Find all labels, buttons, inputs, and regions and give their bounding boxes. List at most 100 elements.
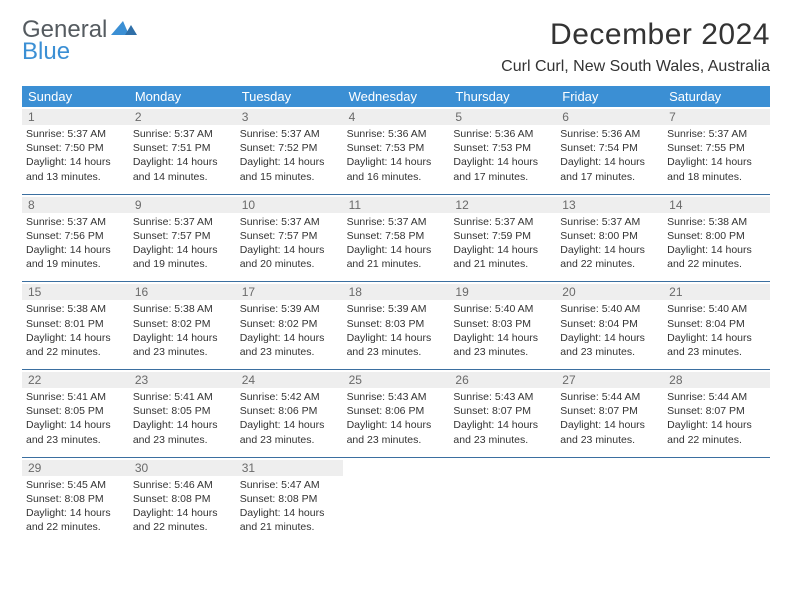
day-number: 2 xyxy=(135,110,230,124)
day-cell: 5 Sunrise: 5:36 AMSunset: 7:53 PMDaylight… xyxy=(449,107,556,194)
daynum-row: 6 xyxy=(556,109,663,125)
daynum-row: 13 xyxy=(556,197,663,213)
day-number: 25 xyxy=(349,373,444,387)
day-cell: 30 Sunrise: 5:46 AMSunset: 8:08 PMDayligh… xyxy=(129,458,236,545)
daynum-row: 12 xyxy=(449,197,556,213)
daynum-row: 31 xyxy=(236,460,343,476)
day-cell: 23Sunrise: 5:41 AMSunset: 8:05 PMDayligh… xyxy=(129,370,236,457)
day-number: 12 xyxy=(455,198,550,212)
day-cell: 16Sunrise: 5:38 AMSunset: 8:02 PMDayligh… xyxy=(129,282,236,369)
month-title: December 2024 xyxy=(501,18,770,52)
daynum-row: 5 xyxy=(449,109,556,125)
logo: General Blue xyxy=(22,18,137,64)
daynum-row: 30 xyxy=(129,460,236,476)
daynum-row: 11 xyxy=(343,197,450,213)
day-cell: 31Sunrise: 5:47 AMSunset: 8:08 PMDayligh… xyxy=(236,458,343,545)
daynum-row: 20 xyxy=(556,284,663,300)
title-block: December 2024 Curl Curl, New South Wales… xyxy=(501,18,770,76)
day-number: 18 xyxy=(349,285,444,299)
day-number: 11 xyxy=(349,198,444,212)
dow-label: Friday xyxy=(556,86,663,107)
week-row: 29Sunrise: 5:45 AMSunset: 8:08 PMDayligh… xyxy=(22,458,770,545)
day-info: Sunrise: 5:36 AMSunset: 7:53 PMDaylight:… xyxy=(453,127,552,184)
day-cell: 11 Sunrise: 5:37 AMSunset: 7:58 PMDayligh… xyxy=(343,195,450,282)
day-info: Sunrise: 5:37 AMSunset: 7:50 PMDaylight:… xyxy=(26,127,125,184)
day-info: Sunrise: 5:36 AMSunset: 7:54 PMDaylight:… xyxy=(560,127,659,184)
daynum-row: 8 xyxy=(22,197,129,213)
calendar: SundayMondayTuesdayWednesdayThursdayFrid… xyxy=(22,86,770,544)
day-number: 9 xyxy=(135,198,230,212)
daynum-row: 2 xyxy=(129,109,236,125)
weeks-container: 1 Sunrise: 5:37 AMSunset: 7:50 PMDaylight… xyxy=(22,107,770,544)
day-cell: 20Sunrise: 5:40 AMSunset: 8:04 PMDayligh… xyxy=(556,282,663,369)
week-row: 22 Sunrise: 5:41 AMSunset: 8:05 PMDayligh… xyxy=(22,370,770,458)
day-info: Sunrise: 5:46 AMSunset: 8:08 PMDaylight:… xyxy=(133,478,232,535)
day-info: Sunrise: 5:39 AMSunset: 8:02 PMDaylight:… xyxy=(240,302,339,359)
dow-label: Wednesday xyxy=(343,86,450,107)
week-row: 1 Sunrise: 5:37 AMSunset: 7:50 PMDaylight… xyxy=(22,107,770,195)
day-cell: 10 Sunrise: 5:37 AMSunset: 7:57 PMDayligh… xyxy=(236,195,343,282)
day-info: Sunrise: 5:41 AMSunset: 8:05 PMDaylight:… xyxy=(26,390,125,447)
day-cell xyxy=(556,458,663,545)
daynum-row: 4 xyxy=(343,109,450,125)
day-info: Sunrise: 5:37 AMSunset: 7:52 PMDaylight:… xyxy=(240,127,339,184)
logo-text-bottom: Blue xyxy=(22,40,137,64)
daynum-row: 19 xyxy=(449,284,556,300)
day-info: Sunrise: 5:37 AMSunset: 7:57 PMDaylight:… xyxy=(133,215,232,272)
day-number: 24 xyxy=(242,373,337,387)
dow-label: Sunday xyxy=(22,86,129,107)
day-cell: 22 Sunrise: 5:41 AMSunset: 8:05 PMDayligh… xyxy=(22,370,129,457)
day-info: Sunrise: 5:45 AMSunset: 8:08 PMDaylight:… xyxy=(26,478,125,535)
day-number: 17 xyxy=(242,285,337,299)
daynum-row: 15 xyxy=(22,284,129,300)
daynum-row: 1 xyxy=(22,109,129,125)
day-cell: 21Sunrise: 5:40 AMSunset: 8:04 PMDayligh… xyxy=(663,282,770,369)
day-cell: 4 Sunrise: 5:36 AMSunset: 7:53 PMDaylight… xyxy=(343,107,450,194)
day-number: 27 xyxy=(562,373,657,387)
day-info: Sunrise: 5:40 AMSunset: 8:03 PMDaylight:… xyxy=(453,302,552,359)
day-cell: 19 Sunrise: 5:40 AMSunset: 8:03 PMDayligh… xyxy=(449,282,556,369)
day-number: 26 xyxy=(455,373,550,387)
day-cell: 26Sunrise: 5:43 AMSunset: 8:07 PMDayligh… xyxy=(449,370,556,457)
dow-row: SundayMondayTuesdayWednesdayThursdayFrid… xyxy=(22,86,770,107)
daynum-row: 17 xyxy=(236,284,343,300)
week-row: 15Sunrise: 5:38 AMSunset: 8:01 PMDayligh… xyxy=(22,282,770,370)
day-cell: 24Sunrise: 5:42 AMSunset: 8:06 PMDayligh… xyxy=(236,370,343,457)
day-info: Sunrise: 5:43 AMSunset: 8:06 PMDaylight:… xyxy=(347,390,446,447)
day-cell: 2Sunrise: 5:37 AMSunset: 7:51 PMDaylight… xyxy=(129,107,236,194)
day-info: Sunrise: 5:37 AMSunset: 7:59 PMDaylight:… xyxy=(453,215,552,272)
daynum-row: 10 xyxy=(236,197,343,213)
day-number: 28 xyxy=(669,373,764,387)
daynum-row: 18 xyxy=(343,284,450,300)
dow-label: Tuesday xyxy=(236,86,343,107)
day-info: Sunrise: 5:36 AMSunset: 7:53 PMDaylight:… xyxy=(347,127,446,184)
day-info: Sunrise: 5:38 AMSunset: 8:00 PMDaylight:… xyxy=(667,215,766,272)
daynum-row: 14 xyxy=(663,197,770,213)
day-cell: 29Sunrise: 5:45 AMSunset: 8:08 PMDayligh… xyxy=(22,458,129,545)
day-cell xyxy=(663,458,770,545)
day-cell: 25 Sunrise: 5:43 AMSunset: 8:06 PMDayligh… xyxy=(343,370,450,457)
daynum-row: 21 xyxy=(663,284,770,300)
day-number: 1 xyxy=(28,110,123,124)
day-cell: 9 Sunrise: 5:37 AMSunset: 7:57 PMDaylight… xyxy=(129,195,236,282)
day-cell: 13Sunrise: 5:37 AMSunset: 8:00 PMDayligh… xyxy=(556,195,663,282)
day-number: 8 xyxy=(28,198,123,212)
day-info: Sunrise: 5:37 AMSunset: 7:58 PMDaylight:… xyxy=(347,215,446,272)
day-info: Sunrise: 5:37 AMSunset: 7:57 PMDaylight:… xyxy=(240,215,339,272)
day-number: 10 xyxy=(242,198,337,212)
day-info: Sunrise: 5:41 AMSunset: 8:05 PMDaylight:… xyxy=(133,390,232,447)
dow-label: Thursday xyxy=(449,86,556,107)
day-cell xyxy=(343,458,450,545)
day-number: 20 xyxy=(562,285,657,299)
location: Curl Curl, New South Wales, Australia xyxy=(501,58,770,76)
day-cell: 6 Sunrise: 5:36 AMSunset: 7:54 PMDaylight… xyxy=(556,107,663,194)
day-cell: 15Sunrise: 5:38 AMSunset: 8:01 PMDayligh… xyxy=(22,282,129,369)
daynum-row: 3 xyxy=(236,109,343,125)
dow-label: Monday xyxy=(129,86,236,107)
daynum-row: 25 xyxy=(343,372,450,388)
daynum-row: 9 xyxy=(129,197,236,213)
day-cell: 18Sunrise: 5:39 AMSunset: 8:03 PMDayligh… xyxy=(343,282,450,369)
day-number: 22 xyxy=(28,373,123,387)
day-number: 3 xyxy=(242,110,337,124)
day-cell: 7Sunrise: 5:37 AMSunset: 7:55 PMDaylight… xyxy=(663,107,770,194)
